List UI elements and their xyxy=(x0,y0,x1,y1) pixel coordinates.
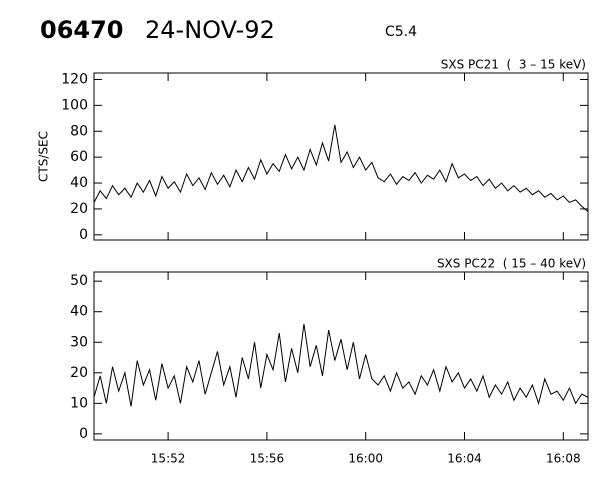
event-date: 24-NOV-92 xyxy=(145,16,275,44)
flare-class: C5.4 xyxy=(385,24,417,40)
data-line xyxy=(93,323,589,407)
y-tick-label: 0 xyxy=(79,426,88,442)
data-line xyxy=(93,124,589,212)
panel-title: SXS PC22 ( 15 – 40 keV) xyxy=(437,257,586,271)
y-tick-label: 20 xyxy=(70,365,88,381)
x-tick-label: 16:00 xyxy=(348,452,383,466)
y-tick-label: 50 xyxy=(70,273,88,289)
y-tick-label: 10 xyxy=(70,395,88,411)
panel-title: SXS PC21 ( 3 – 15 keV) xyxy=(441,58,586,72)
x-tick-label: 16:04 xyxy=(447,452,482,466)
y-tick-label: 40 xyxy=(70,304,88,320)
y-tick-label: 120 xyxy=(61,71,88,87)
y-tick-label: 60 xyxy=(70,149,88,165)
y-tick-label: 20 xyxy=(70,201,88,217)
event-id: 06470 xyxy=(40,16,124,44)
y-tick-label: 100 xyxy=(61,97,88,113)
y-tick-label: 80 xyxy=(70,123,88,139)
plot-frame xyxy=(93,72,589,241)
y-tick-label: 0 xyxy=(79,227,88,243)
y-tick-label: 30 xyxy=(70,334,88,350)
plot-frame xyxy=(93,271,589,441)
x-tick-label: 16:08 xyxy=(546,452,581,466)
x-tick-label: 15:52 xyxy=(151,452,186,466)
y-axis-label: CTS/SEC xyxy=(37,131,51,182)
y-tick-label: 40 xyxy=(70,175,88,191)
x-tick-label: 15:56 xyxy=(250,452,285,466)
